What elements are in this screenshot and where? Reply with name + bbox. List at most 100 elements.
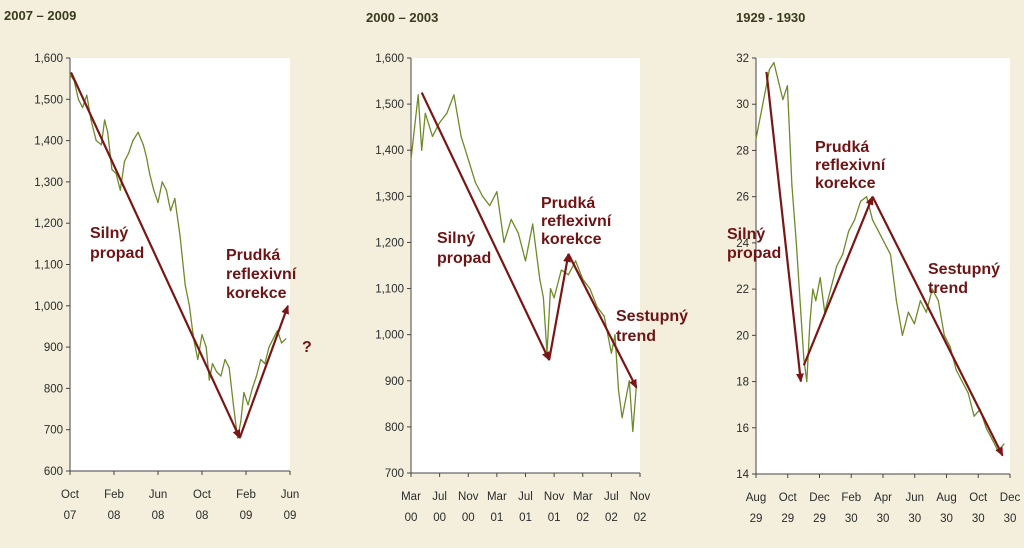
x-tick-label-year: 30 <box>908 513 921 525</box>
data-point <box>251 387 253 389</box>
x-tick-label-month: Jun <box>905 492 924 504</box>
data-point <box>812 288 814 290</box>
data-point <box>800 311 802 313</box>
data-point <box>77 98 79 100</box>
y-tick-label: 1,600 <box>34 53 63 65</box>
x-tick-label-year: 01 <box>519 512 532 524</box>
data-point <box>247 404 249 406</box>
x-tick-label-month: Nov <box>630 491 651 503</box>
data-point <box>123 160 126 162</box>
annotation-label: Prudká reflexivní korekce <box>815 139 886 192</box>
plot-area <box>70 58 290 471</box>
annotation-line: korekce <box>226 285 287 302</box>
data-point <box>220 375 222 377</box>
y-tick-label: 800 <box>385 422 404 434</box>
y-tick-label: 18 <box>736 377 749 389</box>
trend-arrow <box>871 196 1004 457</box>
data-point <box>542 297 544 299</box>
data-point <box>949 346 951 348</box>
data-point <box>848 230 850 232</box>
x-tick-label-month: Nov <box>458 491 479 503</box>
y-tick-label: 30 <box>736 99 749 111</box>
data-point <box>755 138 757 140</box>
data-point <box>517 232 519 234</box>
x-tick-label-year: 09 <box>240 510 253 522</box>
data-point <box>819 276 821 279</box>
x-tick-label-month: Aug <box>936 492 956 504</box>
x-tick-label-month: Mar <box>573 491 593 503</box>
data-point <box>264 363 266 365</box>
data-point <box>255 375 258 377</box>
y-tick-label: 26 <box>736 192 749 204</box>
annotation-line: Silný <box>727 226 765 243</box>
data-point <box>943 334 945 336</box>
data-point <box>410 158 412 161</box>
x-tick-label-month: Oct <box>779 492 798 504</box>
annotation-line: Prudká <box>541 195 595 212</box>
data-point <box>100 144 103 146</box>
data-point <box>228 367 230 369</box>
data-point <box>955 369 957 371</box>
y-tick-label: 700 <box>385 468 404 480</box>
data-point <box>132 140 134 142</box>
x-tick-label-month: Oct <box>61 489 80 501</box>
trend-arrow <box>765 71 804 383</box>
data-point <box>871 219 874 221</box>
data-point <box>764 92 766 94</box>
y-tick-label: 1,100 <box>34 260 63 272</box>
data-point <box>539 278 541 280</box>
data-point <box>621 417 623 419</box>
data-point <box>510 218 512 220</box>
annotation-label: Prudká reflexivní korekce <box>226 247 297 302</box>
data-point <box>973 415 975 417</box>
annotation-line: Silný <box>437 230 475 247</box>
data-point <box>806 380 808 383</box>
y-tick-label: 24 <box>736 238 749 250</box>
y-tick-label: 600 <box>44 466 63 478</box>
data-point <box>174 197 176 200</box>
x-tick-label-year: 00 <box>462 512 475 524</box>
data-point <box>786 85 788 87</box>
x-tick-label-year: 00 <box>433 512 446 524</box>
data-point <box>625 398 627 400</box>
x-tick-label-month: Jul <box>604 491 619 503</box>
x-tick-label-year: 29 <box>813 513 826 525</box>
data-point <box>567 274 570 276</box>
annotation-line: Silný <box>90 225 128 242</box>
data-point <box>268 346 270 348</box>
x-tick-label-month: Oct <box>969 492 988 504</box>
data-point <box>795 242 797 244</box>
data-point <box>889 253 892 256</box>
data-point <box>103 119 106 121</box>
data-point <box>145 156 148 158</box>
x-tick-label-year: 02 <box>634 512 647 524</box>
x-tick-label-month: Jul <box>518 491 533 503</box>
trend-arrow <box>567 253 638 389</box>
plot-area <box>411 58 640 473</box>
data-point <box>216 371 218 373</box>
data-point <box>777 80 780 82</box>
annotation-line: trend <box>928 280 968 297</box>
chart-title: 1929 - 1930 <box>736 10 805 25</box>
x-tick-label-year: 30 <box>845 513 858 525</box>
data-point <box>153 189 155 191</box>
y-tick-label: 1,400 <box>34 136 63 148</box>
annotation-line: Sestupný <box>616 308 688 325</box>
x-tick-label-month: Feb <box>236 489 256 501</box>
data-point <box>188 305 191 307</box>
data-point <box>496 191 498 193</box>
data-point <box>69 73 71 76</box>
trend-arrow <box>238 304 289 439</box>
y-tick-label: 32 <box>736 53 749 65</box>
data-point <box>836 265 838 267</box>
data-point <box>208 379 210 381</box>
data-point <box>237 437 239 439</box>
data-point <box>610 352 612 354</box>
data-point <box>107 131 109 133</box>
data-point <box>211 363 214 365</box>
data-point <box>560 269 562 271</box>
data-point <box>489 204 491 207</box>
x-tick-label-year: 30 <box>1004 513 1017 525</box>
data-point <box>421 149 423 151</box>
series-line <box>755 61 1005 452</box>
